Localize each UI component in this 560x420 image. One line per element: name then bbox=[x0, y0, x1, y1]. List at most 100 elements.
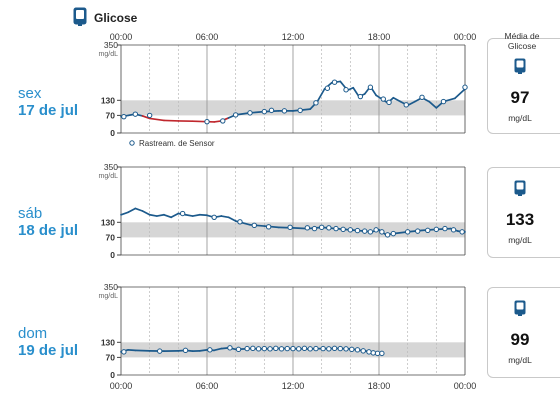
day-weekday-1: sex bbox=[18, 85, 42, 102]
sensor-scan-point bbox=[367, 229, 374, 235]
sensor-scan-point bbox=[354, 347, 361, 353]
sensor-icon bbox=[514, 300, 526, 316]
sensor-scan-point bbox=[207, 347, 213, 353]
sensor-scan-point bbox=[374, 350, 381, 357]
sensor-scan-point bbox=[360, 348, 366, 354]
glucose-line-segment bbox=[213, 347, 223, 352]
average-unit-2: mg/dL bbox=[508, 235, 532, 245]
glucose-line-segment bbox=[141, 115, 151, 120]
sensor-scan-point bbox=[354, 227, 361, 234]
sensor-icon bbox=[514, 58, 526, 74]
sensor-scan-point bbox=[313, 345, 319, 352]
y-tick-label: 0 bbox=[110, 370, 115, 380]
glucose-line-segment bbox=[120, 211, 130, 216]
sensor-scan-point bbox=[220, 118, 226, 124]
x-tick-label-top: 00:00 bbox=[454, 32, 477, 42]
sensor-scan-point bbox=[304, 225, 311, 231]
sensor-scan-point bbox=[313, 100, 319, 106]
sensor-scan-point bbox=[267, 346, 273, 352]
y-unit-label: mg/dL bbox=[99, 173, 119, 180]
sensor-scan-point bbox=[179, 210, 186, 217]
sensor-scan-point bbox=[261, 108, 268, 115]
legend-sensor-marker bbox=[129, 140, 135, 146]
y-tick-label: 130 bbox=[101, 337, 115, 347]
sensor-scan-point bbox=[331, 79, 338, 85]
sensor-scan-point bbox=[311, 225, 318, 232]
glucose-line-segment bbox=[127, 349, 137, 352]
chart-title: Glicose bbox=[94, 11, 138, 25]
sensor-scan-point bbox=[320, 345, 326, 352]
sensor-scan-point bbox=[390, 230, 397, 237]
average-value-1: 97 bbox=[510, 88, 530, 107]
sensor-scan-point bbox=[373, 227, 379, 233]
sensor-scan-point bbox=[419, 94, 425, 100]
sensor-scan-point bbox=[403, 102, 409, 108]
day-date-3: 19 de jul bbox=[18, 342, 79, 359]
sensor-scan-point bbox=[265, 224, 272, 230]
sensor-scan-point bbox=[273, 345, 279, 352]
glucose-line-segment bbox=[316, 88, 326, 103]
sensor-scan-point bbox=[268, 107, 275, 114]
glucose-line-segment bbox=[134, 207, 144, 212]
x-tick-label-top: 06:00 bbox=[196, 32, 219, 42]
sensor-scan-point bbox=[379, 229, 385, 235]
sensor-scan-point bbox=[287, 224, 293, 231]
day-weekday-3: dom bbox=[18, 325, 48, 342]
y-tick-label: 70 bbox=[106, 352, 116, 362]
average-unit-3: mg/dL bbox=[508, 355, 532, 365]
sensor-scan-point bbox=[146, 112, 153, 119]
sensor-scan-point bbox=[425, 227, 431, 234]
y-unit-label: mg/dL bbox=[99, 51, 119, 58]
x-tick-label-bottom: 18:00 bbox=[368, 381, 391, 391]
sensor-scan-point bbox=[296, 346, 302, 352]
sensor-scan-point bbox=[404, 229, 411, 235]
sensor-scan-point bbox=[182, 347, 189, 354]
sensor-scan-point bbox=[284, 345, 290, 352]
sensor-scan-point bbox=[255, 346, 262, 352]
sensor-scan-point bbox=[211, 214, 217, 220]
glucose-sensor-icon bbox=[73, 7, 87, 26]
x-tick-label-top: 12:00 bbox=[282, 32, 305, 42]
sensor-scan-point bbox=[367, 84, 374, 90]
glucose-line-segment bbox=[148, 213, 158, 217]
sensor-scan-point bbox=[440, 98, 447, 105]
sensor-scan-point bbox=[459, 229, 465, 235]
sensor-scan-point bbox=[247, 110, 253, 116]
glucose-line-segment bbox=[134, 349, 151, 352]
sensor-scan-point bbox=[343, 346, 349, 352]
glucose-line-segment bbox=[155, 213, 165, 217]
sensor-scan-point bbox=[324, 85, 331, 91]
x-tick-label-top: 00:00 bbox=[110, 32, 133, 42]
sensor-scan-point bbox=[442, 225, 448, 232]
glucose-line-segment bbox=[163, 213, 173, 219]
day-weekday-2: sáb bbox=[18, 205, 43, 222]
sensor-scan-point bbox=[278, 346, 285, 352]
sensor-scan-point bbox=[301, 345, 308, 352]
sensor-scan-point bbox=[349, 346, 355, 353]
sensor-scan-point bbox=[121, 349, 127, 355]
glucose-line-segment bbox=[191, 213, 201, 217]
average-box-1 bbox=[487, 38, 560, 134]
x-tick-label-bottom: 12:00 bbox=[282, 381, 305, 391]
sensor-scan-point bbox=[357, 93, 364, 100]
sensor-scan-point bbox=[244, 345, 250, 352]
glucose-line-segment bbox=[392, 96, 402, 103]
day-date-2: 18 de jul bbox=[18, 222, 79, 239]
sensor-scan-point bbox=[157, 348, 163, 354]
glucose-line-segment bbox=[141, 210, 151, 216]
glucose-line-segment bbox=[148, 117, 165, 122]
average-unit-1: mg/dL bbox=[508, 113, 532, 123]
sensor-scan-point bbox=[415, 228, 421, 234]
sensor-scan-point bbox=[331, 345, 338, 352]
sensor-scan-point bbox=[261, 345, 268, 352]
average-value-3: 99 bbox=[510, 330, 530, 349]
y-unit-label: mg/dL bbox=[99, 293, 119, 300]
y-tick-label: 130 bbox=[101, 217, 115, 227]
sensor-scan-point bbox=[450, 227, 457, 233]
average-value-2: 133 bbox=[505, 210, 535, 229]
y-tick-label: 350 bbox=[104, 40, 118, 50]
sensor-scan-point bbox=[386, 99, 392, 106]
y-tick-label: 70 bbox=[106, 232, 116, 242]
glucose-line-segment bbox=[428, 100, 438, 109]
